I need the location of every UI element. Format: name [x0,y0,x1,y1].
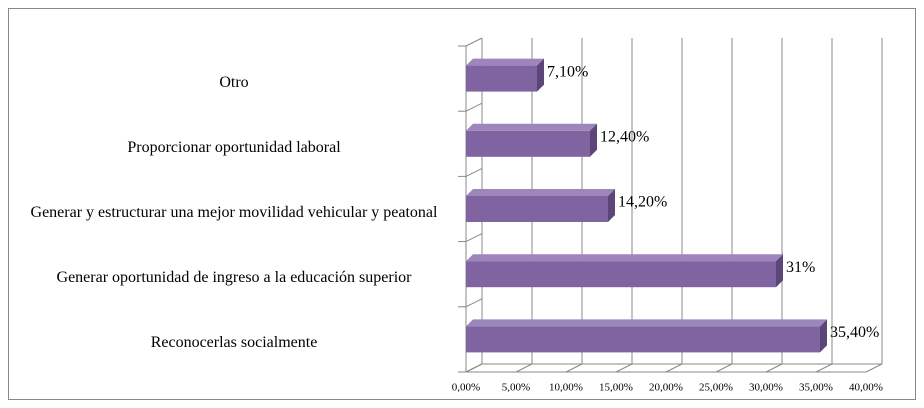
x-tick-label: 35,00% [799,382,833,394]
category-label: Generar y estructurar una mejor movilida… [30,204,438,221]
bar [466,130,590,157]
x-tick-label: 15,00% [599,382,633,394]
floor-line [565,363,583,373]
x-tick-label: 20,00% [649,382,683,394]
x-tick-label: 25,00% [699,382,733,394]
category-label: Generar oportunidad de ingreso a la educ… [56,269,412,287]
x-tick-label: 10,00% [549,382,583,394]
bar [466,65,537,92]
category-label: Otro [219,73,249,91]
x-tick-label: 30,00% [749,382,783,394]
floor-line [665,363,683,373]
value-label: 35,40% [830,324,879,341]
bar-end [590,123,597,157]
bar-end [608,189,615,222]
bar-top [466,254,783,262]
left-wall-line [465,102,483,112]
value-label: 14,20% [618,194,667,211]
bar-top [466,58,544,66]
floor-line [465,363,483,373]
bar [466,326,820,353]
floor-line [815,363,833,373]
bar-top [466,123,597,131]
x-tick-label: 40,00% [849,382,883,394]
value-label: 12,40% [600,128,649,145]
left-wall-line [465,167,483,177]
bar-top [466,189,615,196]
floor-line [615,363,633,373]
x-tick-label: 0,00% [452,382,480,394]
value-label: 31% [786,259,815,276]
left-wall-line [465,298,483,308]
bar [466,261,776,288]
category-label: Reconocerlas socialmente [150,334,318,352]
floor-line [765,363,783,373]
floor-line [715,363,733,373]
value-label: 7,10% [547,63,588,80]
x-tick-label: 5,00% [502,382,530,394]
bar-top [466,319,827,327]
floor-line [865,363,883,373]
bar-end [776,254,783,288]
bar-end [537,58,544,92]
left-wall-line [465,37,483,47]
left-wall-line [465,233,483,243]
category-label: Proporcionar oportunidad laboral [127,138,341,156]
floor-line [515,363,533,373]
bar-end [820,319,827,353]
bar [466,196,608,222]
